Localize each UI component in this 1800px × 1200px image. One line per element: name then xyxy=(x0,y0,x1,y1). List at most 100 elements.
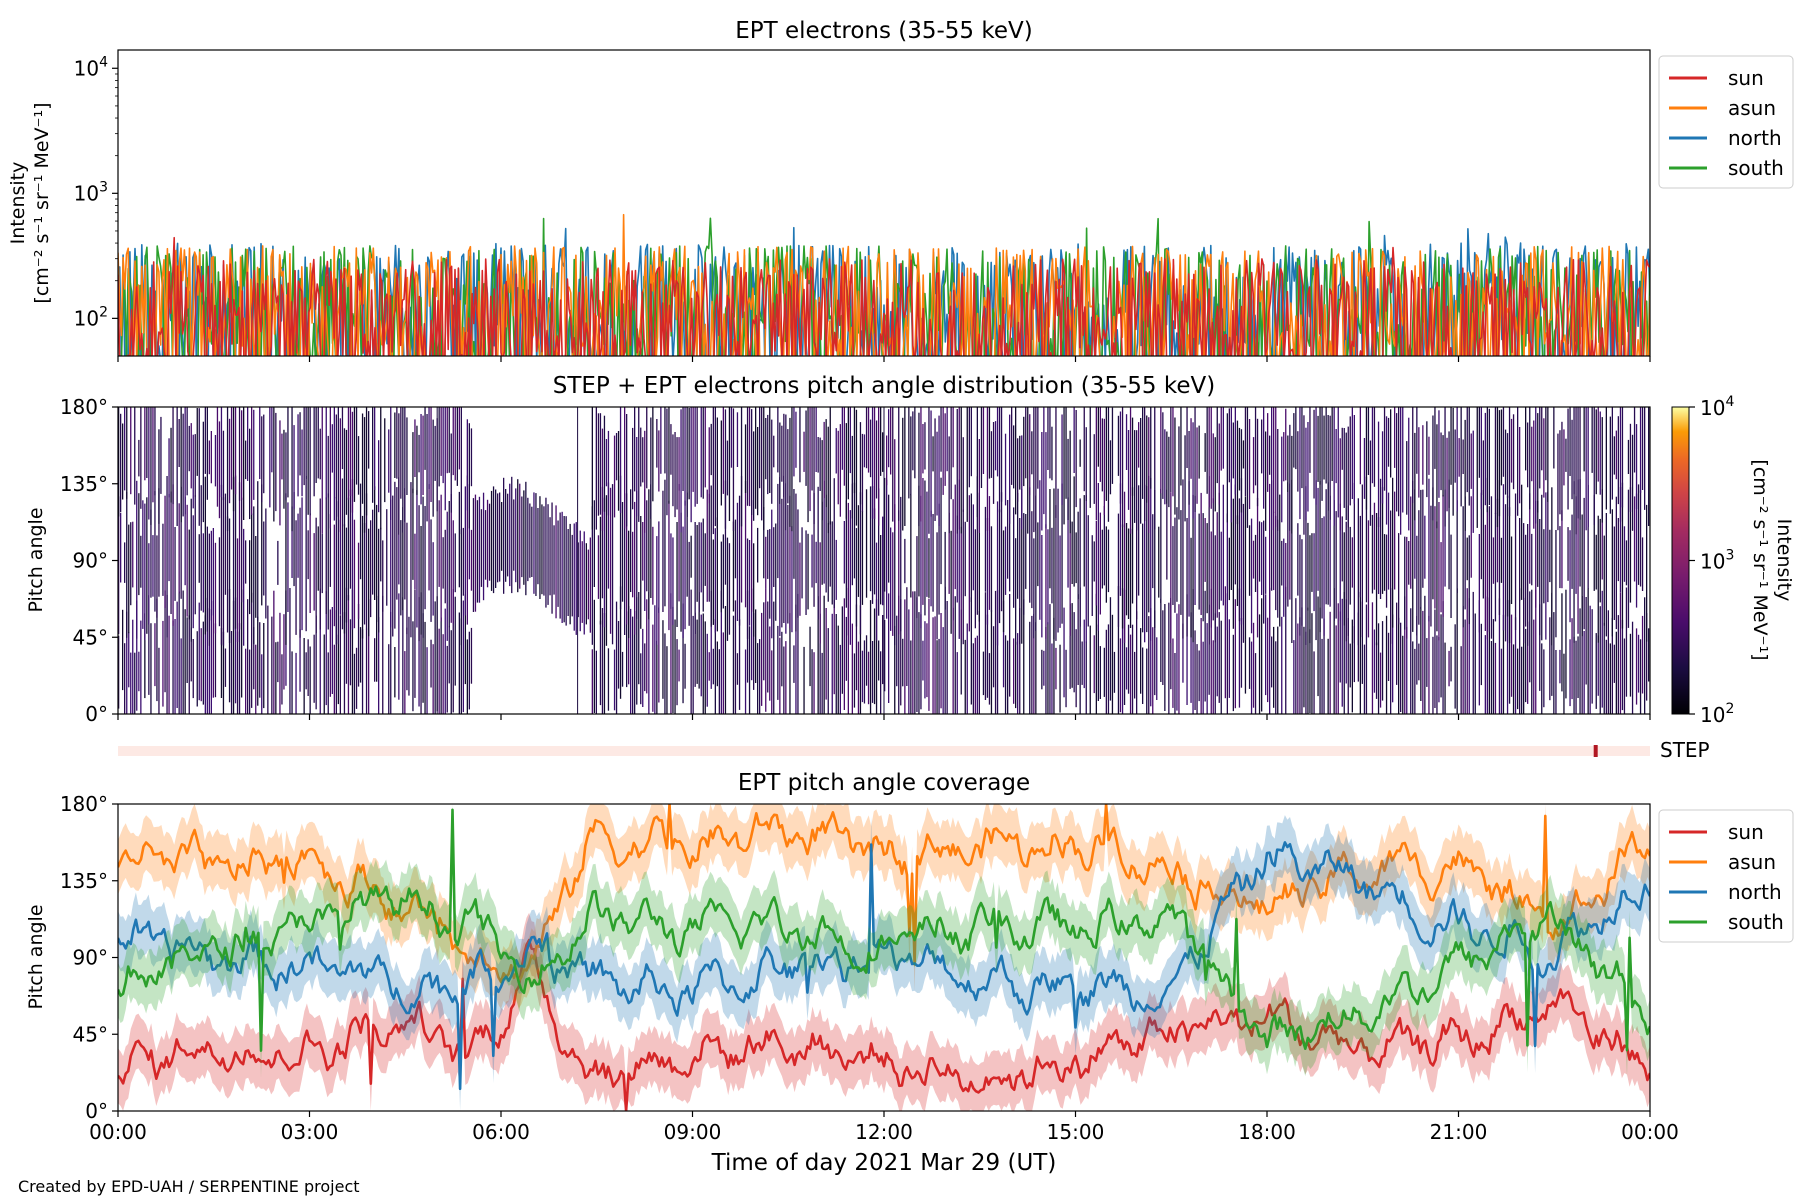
heatmap-cell xyxy=(466,419,468,511)
heatmap-cell xyxy=(549,517,551,596)
heatmap-cell xyxy=(1011,407,1013,485)
heatmap-cell xyxy=(1609,416,1611,514)
heatmap-cell xyxy=(1160,598,1162,682)
heatmap-cell xyxy=(630,608,632,714)
heatmap-cell xyxy=(210,609,212,714)
heatmap-cell xyxy=(912,411,914,471)
heatmap-cell xyxy=(1339,611,1341,683)
panel-intensity: EPT electrons (35-55 keV) Intensity [cm⁻… xyxy=(7,18,1794,362)
heatmap-cell xyxy=(1347,505,1349,636)
heatmap-cell xyxy=(1002,530,1005,633)
heatmap-cell xyxy=(1031,431,1033,475)
heatmap-cell xyxy=(1398,407,1400,517)
heatmap-cell xyxy=(210,431,212,484)
heatmap-cell xyxy=(351,411,354,513)
heatmap-cell xyxy=(640,427,642,487)
heatmap-cell xyxy=(978,610,980,714)
heatmap-cell xyxy=(1601,590,1603,708)
heatmap-cell xyxy=(702,613,704,714)
heatmap-cell xyxy=(984,506,987,592)
heatmap-cell xyxy=(1379,652,1382,708)
heatmap-cell xyxy=(1303,626,1305,708)
heatmap-cell xyxy=(531,506,533,577)
heatmap-cell xyxy=(918,412,920,527)
heatmap-cell xyxy=(1470,496,1472,578)
heatmap-cell xyxy=(1418,427,1420,498)
heatmap-cell xyxy=(1343,592,1345,714)
heatmap-cell xyxy=(1180,407,1182,486)
panel1-ylabel-line1: Intensity xyxy=(7,162,29,245)
heatmap-cell xyxy=(753,431,755,521)
heatmap-cell xyxy=(1103,506,1105,586)
heatmap-cell xyxy=(1007,640,1009,714)
heatmap-cell xyxy=(839,424,841,517)
heatmap-cell xyxy=(1470,433,1472,489)
heatmap-cell xyxy=(402,597,404,714)
heatmap-cell xyxy=(976,476,978,615)
heatmap-cell xyxy=(1390,588,1392,714)
heatmap-cell xyxy=(795,493,797,632)
heatmap-cell xyxy=(1577,407,1579,519)
heatmap-cell xyxy=(440,617,442,714)
heatmap-cell xyxy=(1009,486,1011,592)
heatmap-cell xyxy=(388,644,390,714)
heatmap-cell xyxy=(871,407,874,519)
heatmap-cell xyxy=(676,639,678,706)
heatmap-cell xyxy=(1281,616,1283,714)
heatmap-cell xyxy=(249,649,251,714)
heatmap-cell xyxy=(192,515,194,629)
heatmap-cell xyxy=(1119,411,1122,504)
heatmap-cell xyxy=(281,654,283,705)
heatmap-cell xyxy=(1166,431,1168,504)
heatmap-cell xyxy=(1583,497,1585,630)
heatmap-cell xyxy=(234,407,237,495)
heatmap-cell xyxy=(944,413,946,486)
heatmap-cell xyxy=(1541,494,1543,641)
heatmap-cell xyxy=(345,527,348,623)
heatmap-cell xyxy=(410,482,412,638)
xtick-label: 18:00 xyxy=(1238,1120,1296,1144)
heatmap-cell xyxy=(400,520,402,616)
heatmap-cell xyxy=(841,606,843,694)
heatmap-cell xyxy=(769,529,771,619)
ytick-label: 0° xyxy=(85,1099,108,1123)
heatmap-cell xyxy=(305,407,307,479)
heatmap-cell xyxy=(1117,415,1120,476)
heatmap-cell xyxy=(1353,482,1355,644)
heatmap-cell xyxy=(462,600,464,713)
heatmap-cell xyxy=(1148,475,1150,613)
heatmap-cell xyxy=(164,495,166,608)
heatmap-cell xyxy=(184,609,186,714)
heatmap-cell xyxy=(910,416,912,496)
heatmap-cell xyxy=(785,414,787,531)
heatmap-cell xyxy=(746,407,749,506)
heatmap-cell xyxy=(247,407,249,481)
heatmap-cell xyxy=(599,413,602,515)
heatmap-cell xyxy=(1172,638,1174,708)
heatmap-cell xyxy=(755,609,757,683)
heatmap-cell xyxy=(1160,488,1162,604)
heatmap-cell xyxy=(1017,633,1019,714)
heatmap-cell xyxy=(1019,435,1021,490)
heatmap-cell xyxy=(926,491,928,597)
heatmap-cell xyxy=(287,502,289,612)
heatmap-cell xyxy=(1641,615,1644,694)
ytick-label: 90° xyxy=(73,549,108,573)
heatmap-cell xyxy=(1438,637,1440,703)
heatmap-cell xyxy=(249,428,251,520)
heatmap-cell xyxy=(458,491,460,588)
heatmap-cell xyxy=(1587,588,1589,714)
heatmap-cell xyxy=(269,407,271,508)
legend-label-south: south xyxy=(1728,156,1784,180)
heatmap-cell xyxy=(803,431,805,472)
heatmap-cell xyxy=(603,613,606,714)
heatmap-cell xyxy=(271,616,273,714)
heatmap-cell xyxy=(390,499,392,628)
heatmap-cell xyxy=(720,590,722,714)
heatmap-cell xyxy=(859,422,862,505)
heatmap-cell xyxy=(486,499,489,588)
heatmap-cell xyxy=(1375,513,1378,646)
heatmap-cell xyxy=(748,540,751,626)
heatmap-cell xyxy=(150,509,152,598)
heatmap-cell xyxy=(134,407,136,505)
